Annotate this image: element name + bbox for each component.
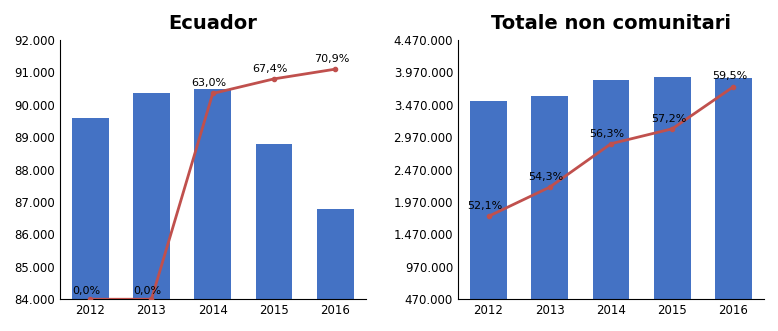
Text: 70,9%: 70,9% (314, 54, 349, 64)
Text: 63,0%: 63,0% (191, 78, 226, 88)
Bar (470, 101, 507, 330)
Title: Totale non comunitari: Totale non comunitari (491, 14, 731, 33)
Text: 54,3%: 54,3% (528, 172, 563, 182)
Text: 52,1%: 52,1% (467, 201, 503, 211)
Text: 57,2%: 57,2% (651, 114, 686, 123)
Text: 67,4%: 67,4% (253, 64, 288, 74)
Title: Ecuador: Ecuador (168, 14, 258, 33)
Bar (72, 118, 109, 331)
Text: 56,3%: 56,3% (590, 128, 625, 138)
Bar (654, 77, 691, 330)
Text: 0,0%: 0,0% (133, 286, 161, 296)
Text: 0,0%: 0,0% (72, 286, 100, 296)
Text: 59,5%: 59,5% (712, 71, 748, 81)
Bar (133, 93, 170, 331)
Bar (317, 209, 353, 331)
Bar (256, 144, 293, 331)
Bar (715, 78, 752, 330)
Bar (531, 96, 568, 330)
Bar (593, 80, 629, 330)
Bar (194, 89, 231, 331)
